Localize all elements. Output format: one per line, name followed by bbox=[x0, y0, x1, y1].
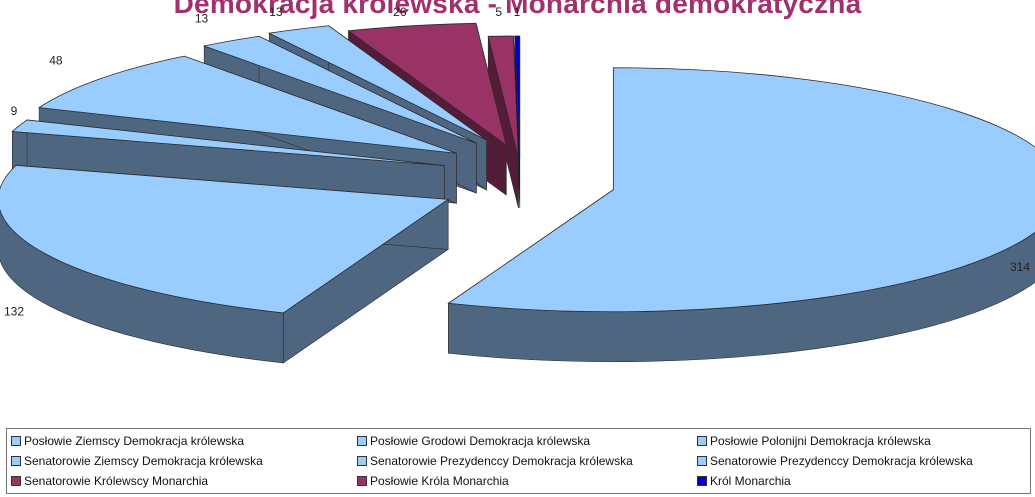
legend-label: Posłowie Grodowi Demokracja królewska bbox=[370, 434, 591, 448]
legend-label: Senatorowie Prezydenccy Demokracja króle… bbox=[710, 454, 973, 468]
pie-slice bbox=[0, 164, 450, 364]
legend-swatch bbox=[11, 476, 21, 486]
pie-slice bbox=[487, 35, 519, 209]
pie-slice-top bbox=[11, 119, 445, 167]
pie-slice-top bbox=[447, 67, 1035, 313]
data-label: 13 bbox=[269, 5, 283, 19]
pie-slice-top bbox=[202, 35, 477, 144]
legend-label: Posłowie Króla Monarchia bbox=[370, 474, 509, 488]
legend-label: Senatorowie Ziemscy Demokracja królewska bbox=[24, 454, 263, 468]
data-label: 13 bbox=[195, 12, 209, 26]
legend-swatch bbox=[697, 476, 707, 486]
legend-swatch bbox=[357, 476, 367, 486]
data-label: 132 bbox=[4, 305, 24, 319]
legend-swatch bbox=[697, 436, 707, 446]
legend-item: Senatorowie Prezydenccy Demokracja króle… bbox=[357, 454, 633, 468]
legend-label: Senatorowie Królewscy Monarchia bbox=[24, 474, 209, 488]
legend-swatch bbox=[697, 456, 707, 466]
legend-swatch bbox=[357, 456, 367, 466]
data-label: 314 bbox=[1010, 260, 1030, 274]
data-label: 1 bbox=[514, 5, 521, 19]
legend-item: Senatorowie Królewscy Monarchia bbox=[11, 474, 208, 488]
legend-item: Senatorowie Prezydenccy Demokracja króle… bbox=[697, 454, 973, 468]
legend-label: Senatorowie Prezydenccy Demokracja króle… bbox=[370, 454, 633, 468]
legend-label: Posłowie Ziemscy Demokracja królewska bbox=[24, 434, 245, 448]
legend-item: Król Monarchia bbox=[697, 474, 791, 488]
pie-slice-top bbox=[487, 35, 519, 159]
legend-label: Posłowie Polonijni Demokracja królewska bbox=[710, 434, 931, 448]
pie-slice-top bbox=[267, 25, 487, 141]
chart-title: Demokracja królewska - Monarchia demokra… bbox=[173, 0, 862, 19]
legend-swatch bbox=[357, 436, 367, 446]
data-label: 5 bbox=[495, 5, 502, 19]
legend-item: Posłowie Króla Monarchia bbox=[357, 474, 509, 488]
legend-item: Posłowie Polonijni Demokracja królewska bbox=[697, 434, 931, 448]
data-label: 9 bbox=[11, 104, 18, 118]
pie-slice-top bbox=[514, 35, 521, 159]
legend-item: Senatorowie Ziemscy Demokracja królewska bbox=[11, 454, 263, 468]
pie-slice bbox=[447, 67, 1035, 363]
legend-swatch bbox=[11, 436, 21, 446]
pie-slice-top bbox=[0, 164, 450, 314]
legend-item: Posłowie Grodowi Demokracja królewska bbox=[357, 434, 590, 448]
pie-slice-top bbox=[347, 22, 507, 147]
pie-slice-top bbox=[38, 55, 457, 154]
pie-chart: 314 132 9 48 13 13 26 5 1 bbox=[0, 5, 1035, 364]
chart-legend: Posłowie Ziemscy Demokracja królewska Po… bbox=[6, 428, 1031, 494]
data-label: 48 bbox=[49, 53, 63, 67]
legend-swatch bbox=[11, 456, 21, 466]
legend-label: Król Monarchia bbox=[710, 474, 791, 488]
legend-item: Posłowie Ziemscy Demokracja królewska bbox=[11, 434, 244, 448]
data-label: 26 bbox=[393, 5, 407, 19]
